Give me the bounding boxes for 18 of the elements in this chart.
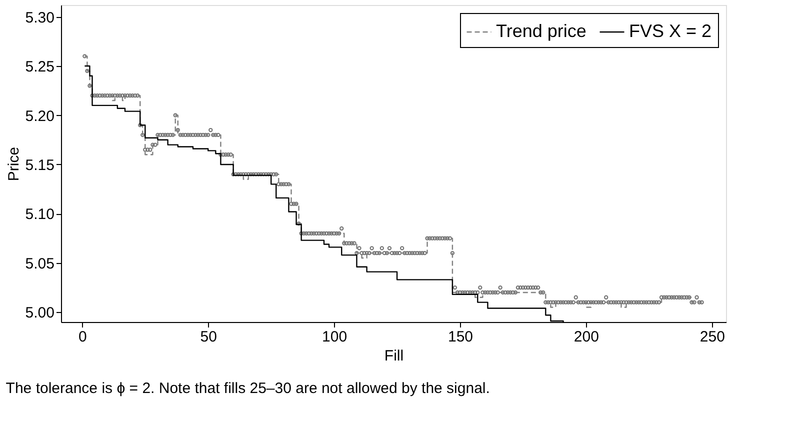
y-axis-title: Price [5, 146, 22, 182]
x-tick-label: 50 [200, 328, 217, 346]
legend-label: Trend price [496, 21, 586, 41]
y-tick-label: 5.15 [25, 156, 54, 174]
x-tick-label: 150 [448, 328, 474, 346]
legend-label: FVS X = 2 [629, 21, 712, 41]
x-tick-label: 100 [322, 328, 348, 346]
x-axis-title: Fill [384, 348, 404, 364]
x-tick-label: 0 [78, 328, 87, 346]
x-tick-label: 200 [574, 328, 599, 346]
y-tick-label: 5.05 [25, 255, 54, 272]
y-tick-label: 5.20 [25, 108, 54, 125]
x-tick-label: 250 [700, 328, 725, 346]
text: The tolerance is ϕ = 2. Note that fills 25–30 are not allowed by the signal. [6, 380, 490, 397]
y-tick-label: 5.25 [25, 58, 54, 76]
y-tick-label: 5.30 [25, 9, 54, 26]
y-tick-label: 5.00 [25, 304, 54, 322]
y-tick-label: 5.10 [25, 206, 54, 224]
